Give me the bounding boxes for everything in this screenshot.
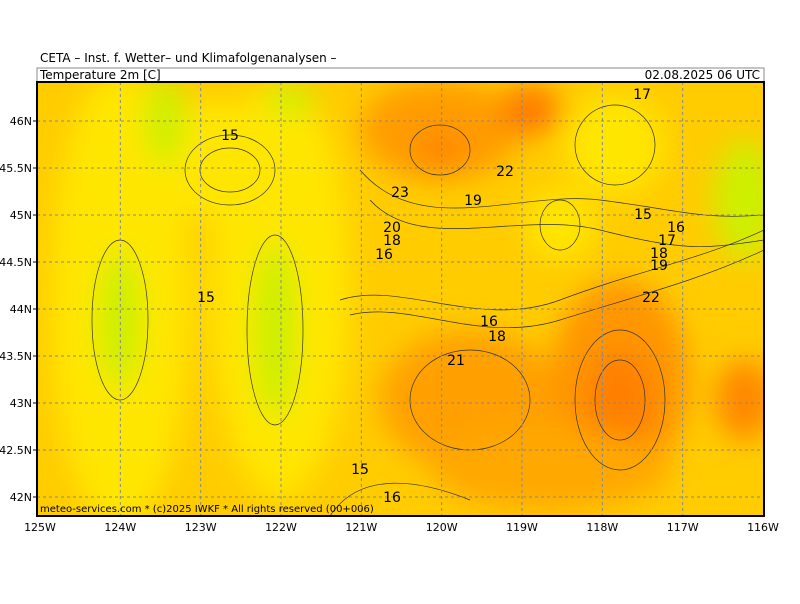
contour-label: 22 [496,164,514,180]
contour-label: 18 [383,233,401,249]
lat-label: 44.5N [0,256,32,269]
lon-label: 118W [586,521,618,534]
contour-label: 19 [464,193,482,209]
contour-label: 23 [391,185,409,201]
contour-label: 20 [383,220,401,236]
contour-label: 16 [375,247,393,263]
lat-label: 43.5N [0,350,32,363]
header-title: CETA – Inst. f. Wetter– und Klimafolgena… [40,51,337,65]
contour-label: 15 [221,128,239,144]
lat-label: 42N [10,491,32,504]
lon-label: 120W [426,521,458,534]
contour-label: 17 [633,87,651,103]
lon-label: 119W [506,521,538,534]
lon-label: 121W [345,521,377,534]
contour-label: 17 [658,233,676,249]
contour-label: 18 [488,329,506,345]
map-frame [36,81,765,517]
contour-label: 15 [634,207,652,223]
contour-label: 21 [447,353,465,369]
contour-label: 16 [667,220,685,236]
lon-label: 117W [667,521,699,534]
lat-label: 43N [10,397,32,410]
contour-label: 15 [351,462,369,478]
contour-label: 15 [197,290,215,306]
lat-label: 42.5N [0,444,32,457]
contour-label: 16 [480,314,498,330]
lat-label: 45N [10,209,32,222]
lat-label: 44N [10,303,32,316]
valid-time: 02.08.2025 06 UTC [645,68,760,82]
contour-label: 22 [642,290,660,306]
lon-label: 124W [104,521,136,534]
temperature-field [37,82,764,516]
lon-label: 125W [24,521,56,534]
footer: meteo-services.com * (c)2025 IWKF * All … [40,504,374,515]
contour-label: 16 [383,490,401,506]
lon-label: 116W [747,521,779,534]
contour-label: 18 [650,246,668,262]
lat-label: 45.5N [0,162,32,175]
lon-label: 122W [265,521,297,534]
parameter: Temperature 2m [C] [39,68,161,82]
lon-label: 123W [185,521,217,534]
contour-label: 19 [650,258,668,274]
lat-label: 46N [10,115,32,128]
